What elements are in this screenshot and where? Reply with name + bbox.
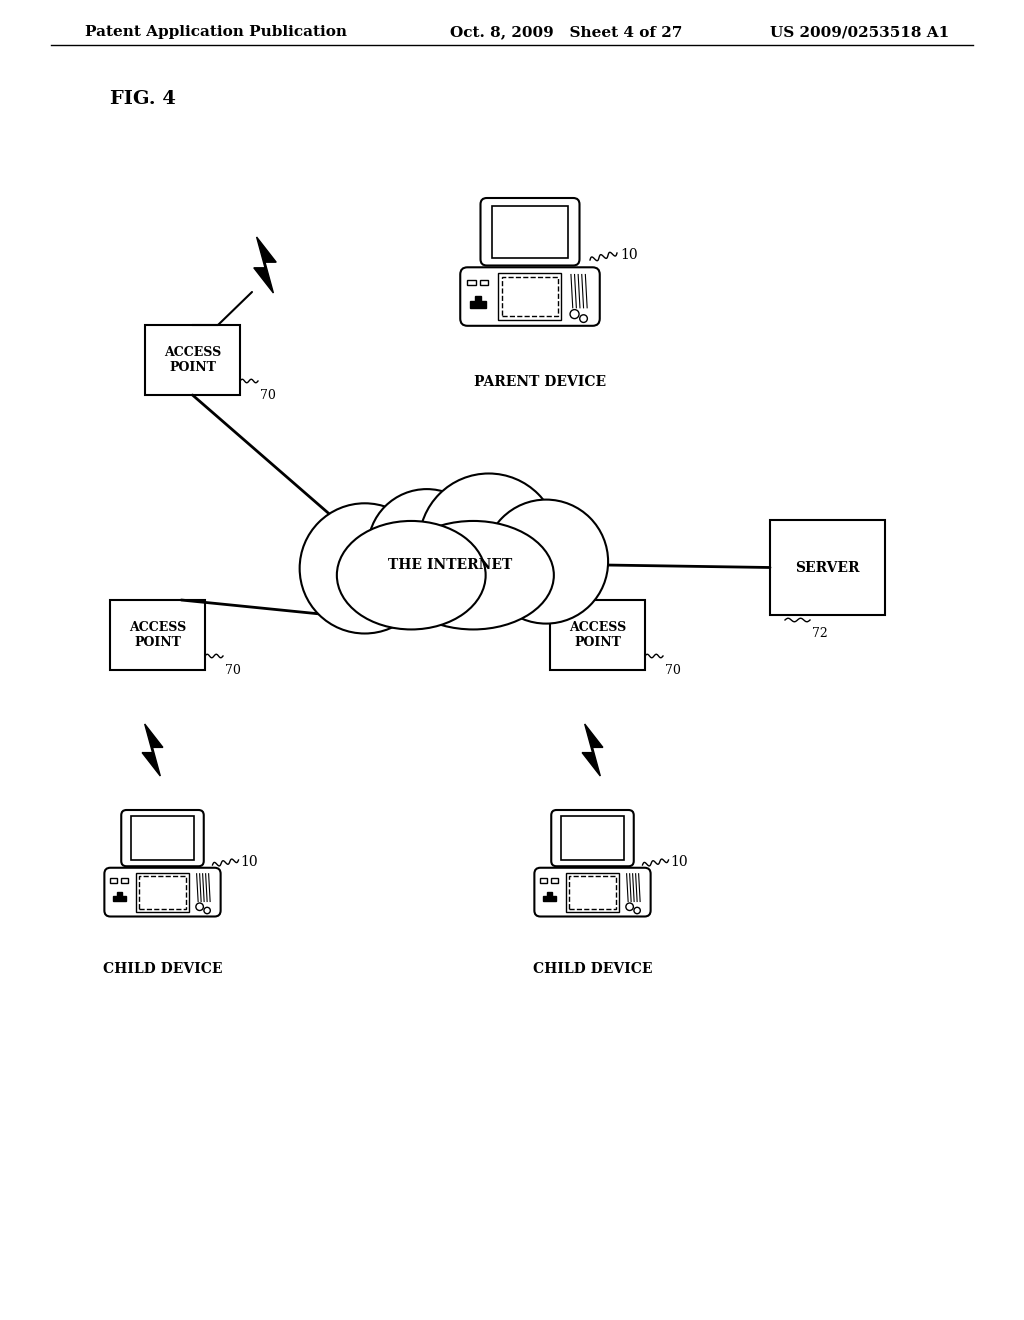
Ellipse shape	[337, 521, 485, 630]
Text: 10: 10	[241, 855, 258, 869]
Circle shape	[570, 310, 579, 318]
Bar	[136, 873, 188, 912]
Polygon shape	[254, 238, 276, 293]
Bar	[541, 878, 547, 883]
Text: Patent Application Publication: Patent Application Publication	[85, 25, 347, 40]
Bar	[502, 277, 558, 317]
Circle shape	[204, 907, 210, 913]
FancyBboxPatch shape	[104, 867, 220, 916]
Bar	[566, 873, 618, 912]
Circle shape	[634, 907, 640, 913]
Text: 72: 72	[812, 627, 827, 640]
Ellipse shape	[392, 521, 554, 630]
Bar	[110, 601, 205, 671]
Text: PARENT DEVICE: PARENT DEVICE	[474, 375, 606, 389]
Bar	[121, 878, 128, 883]
Polygon shape	[582, 723, 603, 776]
Bar	[131, 816, 195, 859]
Bar	[145, 325, 240, 395]
Text: FIG. 4: FIG. 4	[110, 90, 176, 108]
Text: 70: 70	[665, 664, 681, 677]
FancyBboxPatch shape	[551, 810, 634, 866]
Ellipse shape	[300, 503, 430, 634]
Circle shape	[626, 903, 634, 911]
Ellipse shape	[419, 474, 558, 612]
Text: US 2009/0253518 A1: US 2009/0253518 A1	[770, 25, 949, 40]
Circle shape	[196, 903, 204, 911]
Bar	[499, 273, 561, 319]
Bar	[480, 280, 488, 285]
FancyBboxPatch shape	[535, 867, 650, 916]
Polygon shape	[113, 892, 126, 902]
Bar	[551, 878, 558, 883]
Text: ACCESS
POINT: ACCESS POINT	[129, 620, 186, 649]
Text: 10: 10	[620, 248, 638, 261]
Text: ACCESS
POINT: ACCESS POINT	[569, 620, 626, 649]
Bar	[560, 816, 625, 859]
FancyBboxPatch shape	[121, 810, 204, 866]
Text: SERVER: SERVER	[796, 561, 860, 574]
Bar	[111, 878, 117, 883]
Text: THE INTERNET: THE INTERNET	[388, 558, 512, 572]
Bar	[467, 280, 475, 285]
FancyBboxPatch shape	[460, 267, 600, 326]
Bar	[770, 520, 885, 615]
Text: ACCESS
POINT: ACCESS POINT	[164, 346, 221, 374]
Text: 10: 10	[671, 855, 688, 869]
Bar	[569, 875, 615, 908]
Text: 70: 70	[260, 389, 275, 403]
Polygon shape	[470, 296, 486, 308]
Ellipse shape	[484, 499, 608, 623]
FancyBboxPatch shape	[480, 198, 580, 265]
Bar	[550, 601, 645, 671]
Bar	[492, 206, 568, 257]
Text: Oct. 8, 2009   Sheet 4 of 27: Oct. 8, 2009 Sheet 4 of 27	[450, 25, 682, 40]
Text: 70: 70	[225, 664, 241, 677]
Text: CHILD DEVICE: CHILD DEVICE	[102, 962, 222, 975]
Circle shape	[580, 314, 588, 322]
Polygon shape	[142, 723, 163, 776]
Bar	[139, 875, 185, 908]
Polygon shape	[543, 892, 556, 902]
Ellipse shape	[368, 490, 485, 607]
Text: CHILD DEVICE: CHILD DEVICE	[532, 962, 652, 975]
